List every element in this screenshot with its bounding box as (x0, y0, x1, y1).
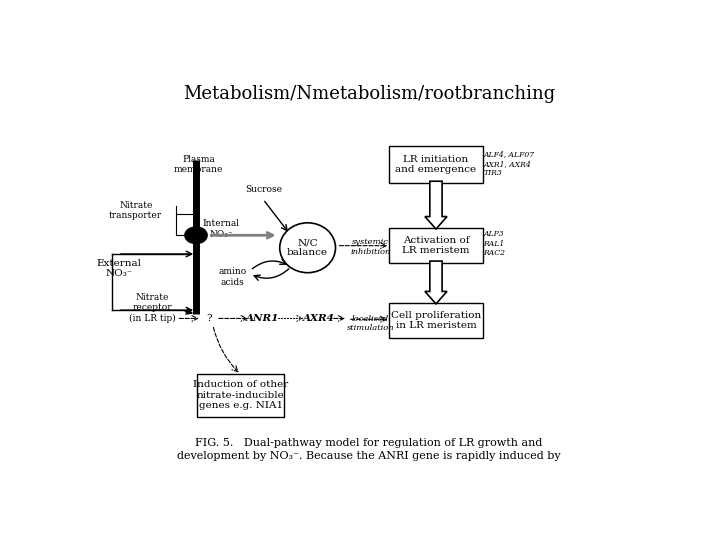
FancyBboxPatch shape (197, 374, 284, 417)
Text: ALP3
RAL1
RAC2: ALP3 RAL1 RAC2 (483, 231, 505, 257)
Text: ALF4, ALF07
AXR1, AXR4
TIR3: ALF4, ALF07 AXR1, AXR4 TIR3 (483, 151, 534, 177)
Text: Plasma
membrane: Plasma membrane (174, 155, 223, 174)
Text: AXR4: AXR4 (303, 314, 335, 323)
Text: Nitrate
transporter: Nitrate transporter (109, 201, 162, 220)
Text: localised
stimulation: localised stimulation (347, 315, 395, 332)
Text: ANR1: ANR1 (246, 314, 279, 323)
FancyBboxPatch shape (389, 146, 483, 183)
FancyBboxPatch shape (389, 303, 483, 338)
Text: Cell proliferation
in LR meristem: Cell proliferation in LR meristem (391, 311, 481, 330)
Text: development by NO₃⁻. Because the ANRI gene is rapidly induced by: development by NO₃⁻. Because the ANRI ge… (177, 451, 561, 462)
FancyArrow shape (425, 181, 447, 229)
Text: FIG. 5.   Dual-pathway model for regulation of LR growth and: FIG. 5. Dual-pathway model for regulatio… (195, 438, 543, 448)
Text: Nitrate
receptor
(in LR tip): Nitrate receptor (in LR tip) (129, 293, 176, 323)
Text: systemic
inhibition: systemic inhibition (351, 238, 391, 255)
Text: Metabolism/Nmetabolism/rootbranching: Metabolism/Nmetabolism/rootbranching (183, 85, 555, 103)
FancyBboxPatch shape (389, 228, 483, 264)
FancyArrow shape (425, 261, 447, 304)
Text: LR initiation
and emergence: LR initiation and emergence (395, 155, 477, 174)
Text: Activation of
LR meristem: Activation of LR meristem (402, 236, 469, 255)
Text: amino
acids: amino acids (218, 267, 246, 287)
Circle shape (185, 227, 207, 244)
Text: Induction of other
nitrate-inducible
genes e.g. NIA1: Induction of other nitrate-inducible gen… (193, 381, 288, 410)
Text: Internal
NO₃⁻: Internal NO₃⁻ (202, 219, 240, 239)
Text: N/C
balance: N/C balance (287, 238, 328, 258)
Text: External
NO₃⁻: External NO₃⁻ (96, 259, 142, 278)
Text: Sucrose: Sucrose (246, 185, 282, 194)
Text: ?: ? (207, 314, 212, 323)
Ellipse shape (280, 223, 336, 273)
